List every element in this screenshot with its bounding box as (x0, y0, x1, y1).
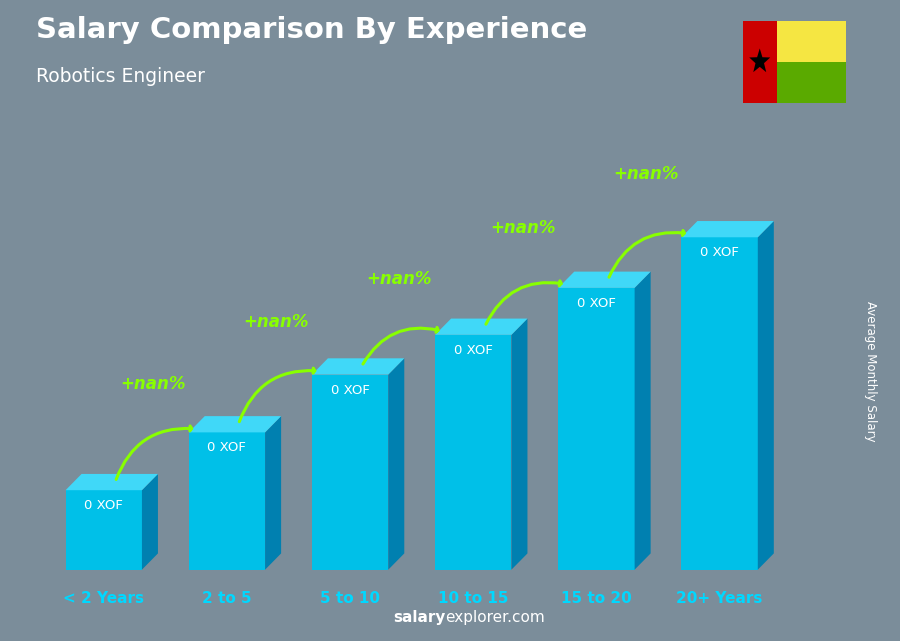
Polygon shape (189, 433, 266, 570)
Polygon shape (758, 221, 774, 570)
Text: 0 XOF: 0 XOF (85, 499, 123, 512)
Polygon shape (750, 49, 770, 72)
Polygon shape (634, 272, 651, 570)
Polygon shape (66, 490, 142, 570)
Text: Salary Comparison By Experience: Salary Comparison By Experience (36, 16, 587, 44)
Polygon shape (777, 21, 846, 62)
Text: +nan%: +nan% (490, 219, 555, 237)
Polygon shape (312, 374, 388, 570)
Polygon shape (777, 62, 846, 103)
Text: 0 XOF: 0 XOF (454, 344, 492, 357)
Text: +nan%: +nan% (613, 165, 679, 183)
Polygon shape (312, 358, 404, 374)
Polygon shape (681, 237, 758, 570)
Text: +nan%: +nan% (243, 313, 309, 331)
Text: explorer.com: explorer.com (446, 610, 545, 625)
Polygon shape (266, 416, 281, 570)
Text: 0 XOF: 0 XOF (700, 246, 739, 260)
Polygon shape (142, 474, 157, 570)
Text: Robotics Engineer: Robotics Engineer (36, 67, 205, 87)
Text: 0 XOF: 0 XOF (330, 383, 370, 397)
Polygon shape (681, 221, 774, 237)
Text: 0 XOF: 0 XOF (208, 442, 247, 454)
Text: +nan%: +nan% (366, 270, 432, 288)
Polygon shape (189, 416, 281, 433)
Polygon shape (66, 474, 158, 490)
Text: salary: salary (393, 610, 446, 625)
Text: 0 XOF: 0 XOF (577, 297, 616, 310)
Polygon shape (435, 335, 511, 570)
Polygon shape (511, 319, 527, 570)
Polygon shape (558, 272, 651, 288)
Polygon shape (742, 21, 777, 103)
Text: +nan%: +nan% (121, 374, 185, 393)
Polygon shape (558, 288, 634, 570)
Polygon shape (388, 358, 404, 570)
Polygon shape (435, 319, 527, 335)
Text: Average Monthly Salary: Average Monthly Salary (865, 301, 878, 442)
